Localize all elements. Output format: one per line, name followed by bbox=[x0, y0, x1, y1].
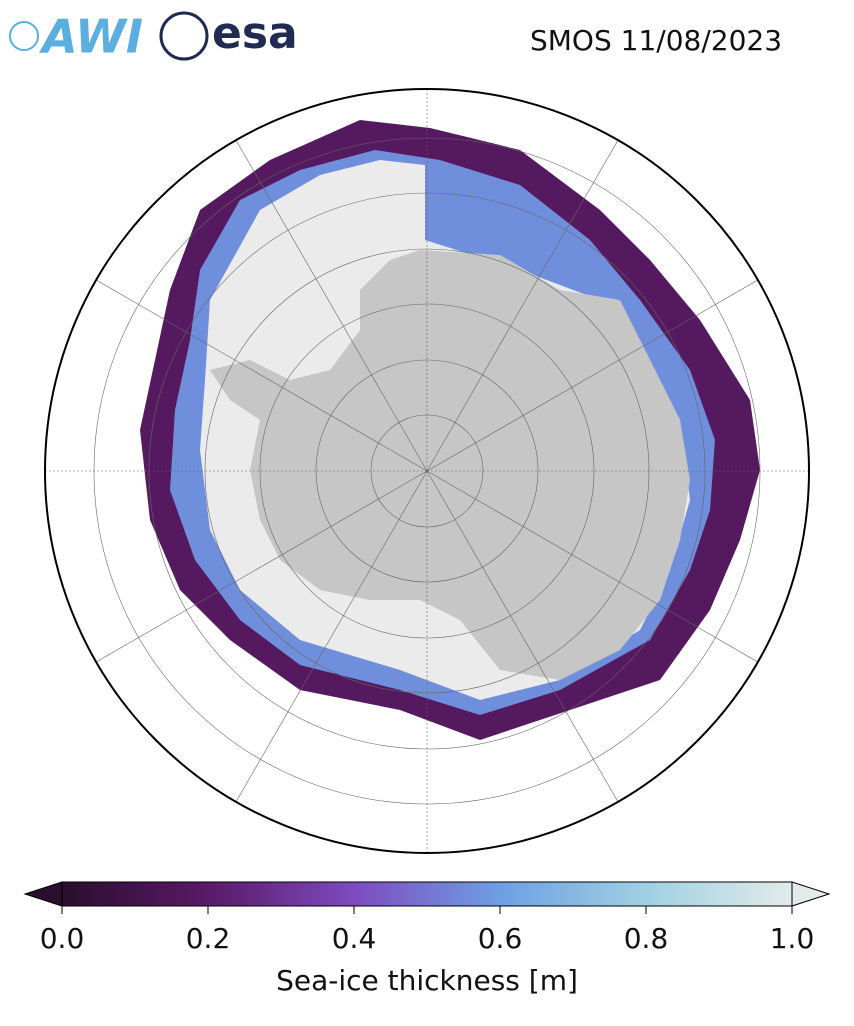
colorbar-tick-label: 0.2 bbox=[186, 922, 231, 955]
latitude-circle bbox=[315, 359, 539, 583]
meridian bbox=[426, 470, 628, 818]
awi-icon bbox=[9, 21, 39, 51]
meridian bbox=[426, 470, 774, 672]
title: SMOS 11/08/2023 bbox=[530, 24, 782, 57]
colorbar bbox=[23, 881, 831, 914]
colorbar-tick-label: 1.0 bbox=[770, 922, 815, 955]
meridian bbox=[80, 470, 428, 672]
esa-icon bbox=[159, 11, 209, 61]
graticule bbox=[45, 89, 809, 853]
awi-logo: AWI bbox=[39, 10, 143, 64]
meridian bbox=[426, 124, 628, 472]
meridian bbox=[226, 470, 428, 818]
antarctica bbox=[210, 250, 690, 680]
logos: AWI esa bbox=[9, 8, 298, 64]
colorbar-tick-label: 0.4 bbox=[332, 922, 377, 955]
colorbar-over bbox=[791, 881, 831, 907]
latitude-circle bbox=[259, 303, 595, 639]
colorbar-tick-label: 0.0 bbox=[40, 922, 85, 955]
meridian bbox=[426, 270, 774, 472]
meridian bbox=[80, 270, 428, 472]
colorbar-ramp bbox=[61, 881, 793, 907]
map-border bbox=[44, 88, 810, 854]
colorbar-label: Sea-ice thickness [m] bbox=[276, 964, 578, 997]
colorbar-under bbox=[23, 881, 63, 907]
colorbar-tick-label: 0.6 bbox=[478, 922, 523, 955]
esa-logo: esa bbox=[212, 8, 298, 59]
map bbox=[45, 89, 809, 853]
meridian bbox=[226, 124, 428, 472]
colorbar-tick-label: 0.8 bbox=[624, 922, 669, 955]
